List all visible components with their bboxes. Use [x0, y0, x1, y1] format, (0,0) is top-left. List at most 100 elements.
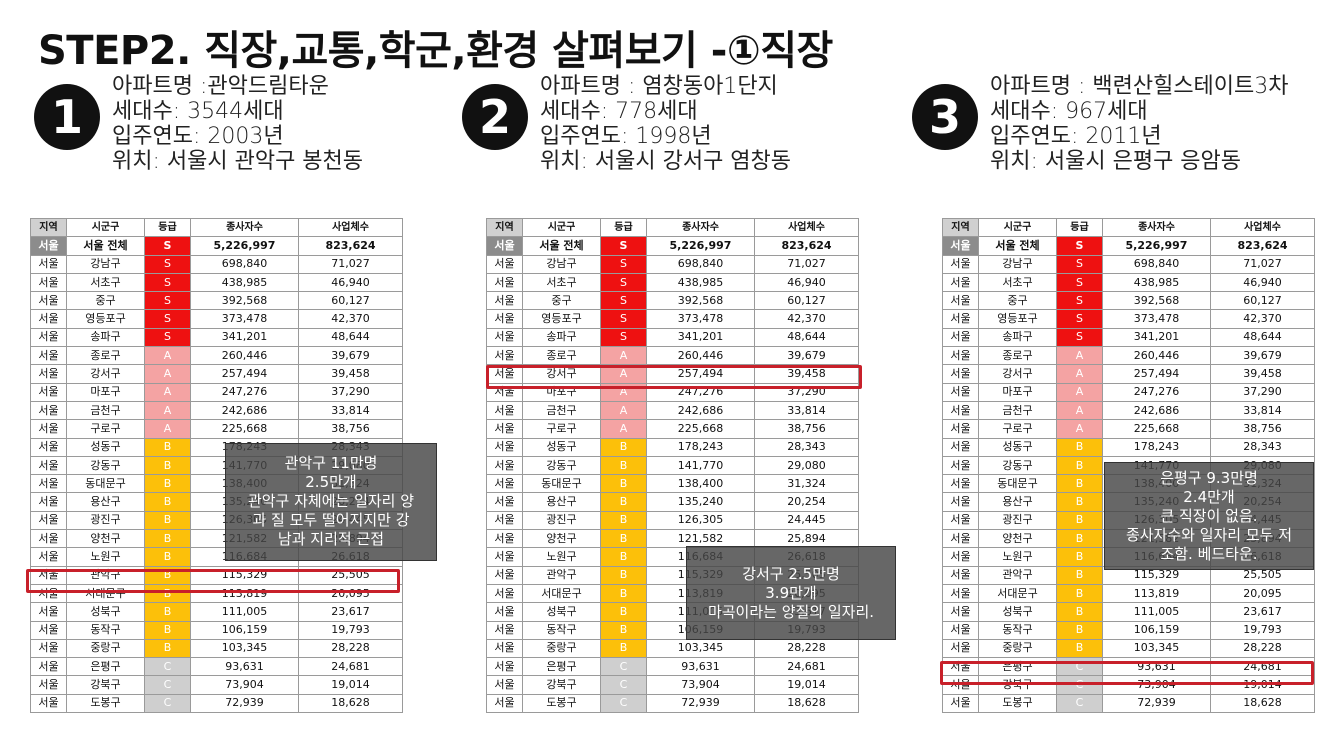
cell-workers: 373,478 [646, 309, 755, 329]
cell-workers: 111,005 [190, 602, 299, 622]
cell-workers: 103,345 [190, 638, 299, 659]
table-header-row: 지역 시군구 등급 종사자수 사업체수 [486, 217, 859, 238]
cell-region: 서울 [30, 272, 67, 293]
table-row: 서울 종로구 A 260,446 39,679 [942, 346, 1315, 366]
cell-grade: S [1056, 254, 1103, 274]
cell-businesses: 18,628 [298, 693, 403, 714]
cell-businesses: 24,681 [754, 657, 859, 677]
cell-grade: B [144, 620, 191, 640]
cell-businesses: 24,681 [298, 657, 403, 677]
cell-businesses: 38,756 [298, 419, 403, 439]
cell-businesses: 46,940 [1210, 272, 1315, 293]
column-header: 시군구 [978, 217, 1057, 238]
cell-grade: S [144, 309, 191, 329]
apartment-households: 세대수: 778세대 [540, 99, 698, 124]
cell-businesses: 48,644 [298, 327, 403, 348]
table-row: 서울 중구 S 392,568 60,127 [30, 291, 403, 311]
note-line: 은평구 9.3만명 [1160, 469, 1258, 487]
cell-region: 서울 [942, 327, 979, 348]
cell-district: 서초구 [978, 272, 1057, 293]
apartment-name: 아파트명 :관악드림타운 [112, 74, 329, 99]
cell-region: 서울 [30, 400, 67, 421]
cell-grade: B [600, 492, 647, 512]
cell-region: 서울 [942, 346, 979, 366]
cell-district: 구로구 [66, 419, 145, 439]
cell-region: 서울 [30, 565, 67, 585]
cell-grade: B [600, 565, 647, 585]
cell-region: 서울 [942, 529, 979, 549]
column-header: 종사자수 [190, 217, 299, 238]
cell-region: 서울 [486, 346, 523, 366]
cell-grade: S [144, 291, 191, 311]
note-line: 조함. 베드타운. [1160, 545, 1258, 563]
cell-workers: 73,904 [1102, 675, 1211, 695]
table-row: 서울 서초구 S 438,985 46,940 [942, 272, 1315, 293]
cell-district: 강서구 [66, 364, 145, 384]
cell-businesses: 823,624 [298, 236, 403, 256]
cell-district: 용산구 [978, 492, 1057, 512]
cell-region: 서울 [942, 492, 979, 512]
cell-district: 종로구 [66, 346, 145, 366]
apartment-households: 세대수: 3544세대 [112, 99, 284, 124]
note-line: 과 질 모두 떨어지지만 강 [252, 511, 410, 529]
cell-workers: 698,840 [1102, 254, 1211, 274]
cell-region: 서울 [30, 510, 67, 531]
note-line: 마곡이라는 양질의 일자리. [707, 603, 875, 621]
cell-workers: 72,939 [190, 693, 299, 714]
cell-region: 서울 [486, 272, 523, 293]
cell-district: 구로구 [522, 419, 601, 439]
cell-workers: 115,329 [190, 565, 299, 585]
cell-businesses: 19,793 [1210, 620, 1315, 640]
table-row: 서울 송파구 S 341,201 48,644 [942, 327, 1315, 348]
table-row: 서울 서초구 S 438,985 46,940 [486, 272, 859, 293]
note-line: 큰 직장이 없음. [1160, 507, 1258, 525]
cell-grade: B [600, 474, 647, 494]
cell-workers: 178,243 [1102, 437, 1211, 457]
cell-businesses: 60,127 [754, 291, 859, 311]
apartment-number-badge: 3 [912, 84, 978, 150]
cell-workers: 5,226,997 [1102, 236, 1211, 256]
cell-workers: 93,631 [646, 657, 755, 677]
cell-grade: A [144, 400, 191, 421]
cell-grade: B [1056, 638, 1103, 659]
table-row: 서울 중구 S 392,568 60,127 [486, 291, 859, 311]
column-header: 등급 [144, 217, 191, 238]
table-total-row: 서울 서울 전체 S 5,226,997 823,624 [486, 236, 859, 256]
table-row: 서울 마포구 A 247,276 37,290 [30, 382, 403, 402]
cell-region: 서울 [486, 492, 523, 512]
cell-district: 서대문구 [66, 583, 145, 604]
cell-businesses: 46,940 [298, 272, 403, 293]
table-row: 서울 영등포구 S 373,478 42,370 [30, 309, 403, 329]
cell-workers: 257,494 [190, 364, 299, 384]
cell-grade: A [144, 346, 191, 366]
cell-grade: C [1056, 657, 1103, 677]
cell-district: 양천구 [66, 529, 145, 549]
cell-region: 서울 [486, 638, 523, 659]
cell-district: 성북구 [978, 602, 1057, 622]
cell-district: 강북구 [66, 675, 145, 695]
cell-grade: S [1056, 236, 1103, 256]
cell-grade: S [600, 291, 647, 311]
cell-workers: 106,159 [190, 620, 299, 640]
cell-workers: 392,568 [1102, 291, 1211, 311]
cell-district: 용산구 [522, 492, 601, 512]
cell-district: 송파구 [978, 327, 1057, 348]
cell-grade: A [600, 400, 647, 421]
cell-district: 강서구 [978, 364, 1057, 384]
cell-businesses: 33,814 [298, 400, 403, 421]
cell-grade: B [1056, 602, 1103, 622]
cell-workers: 113,819 [190, 583, 299, 604]
workplace-table: 지역 시군구 등급 종사자수 사업체수 서울 서울 전체 S 5,226,997 823,624 서… [30, 217, 403, 714]
cell-region: 서울 [30, 675, 67, 695]
cell-grade: C [600, 657, 647, 677]
cell-region: 서울 [942, 236, 979, 256]
cell-district: 금천구 [522, 400, 601, 421]
cell-workers: 73,904 [190, 675, 299, 695]
cell-grade: A [144, 419, 191, 439]
apartment-year: 입주연도: 2011년 [990, 124, 1162, 149]
table-row: 서울 서초구 S 438,985 46,940 [30, 272, 403, 293]
cell-district: 서울 전체 [522, 236, 601, 256]
table-row: 서울 마포구 A 247,276 37,290 [942, 382, 1315, 402]
